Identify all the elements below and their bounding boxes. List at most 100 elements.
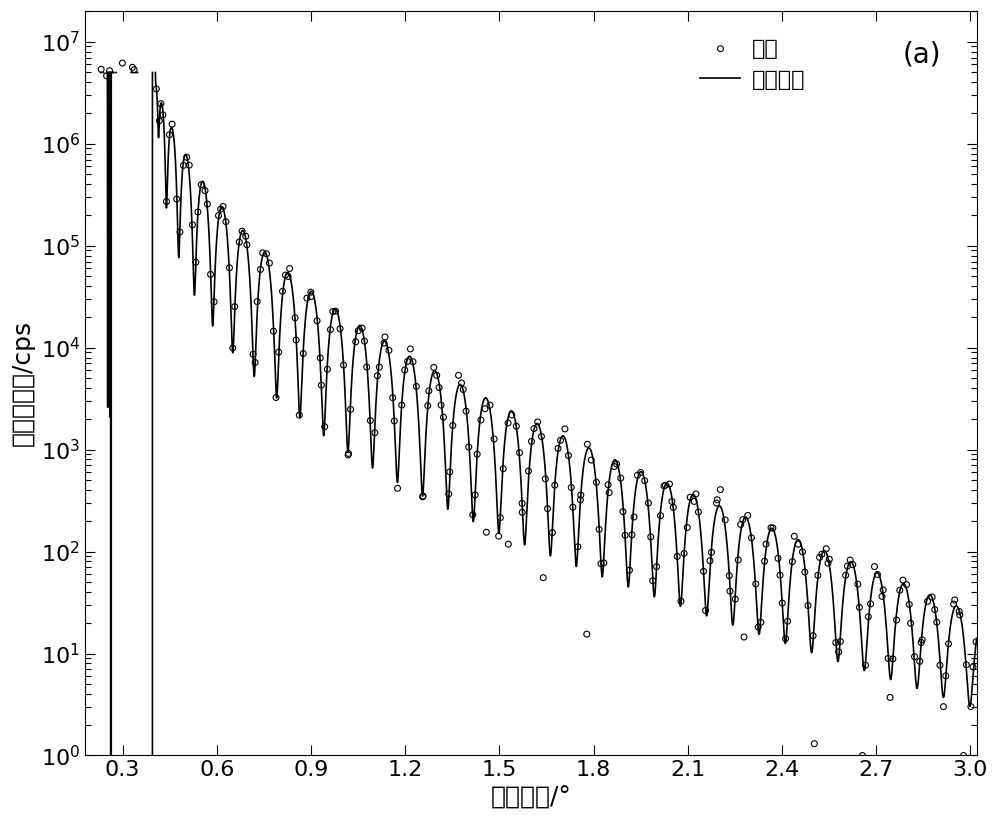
实验 bbox=[225, 342, 241, 355]
实验 bbox=[621, 563, 637, 576]
实验 bbox=[184, 218, 200, 232]
实验 bbox=[606, 460, 622, 473]
Text: (a): (a) bbox=[902, 41, 941, 69]
实验 bbox=[465, 508, 481, 521]
实验 bbox=[927, 603, 943, 616]
实验 bbox=[473, 414, 489, 427]
实验 bbox=[477, 402, 493, 415]
实验 bbox=[255, 246, 271, 259]
实验 bbox=[615, 505, 631, 518]
实验 bbox=[669, 550, 685, 563]
实验 bbox=[579, 627, 595, 640]
理论计算 bbox=[953, 606, 965, 616]
实验 bbox=[193, 178, 209, 191]
实验 bbox=[451, 369, 467, 382]
实验 bbox=[504, 409, 520, 422]
实验 bbox=[880, 652, 896, 665]
实验 bbox=[938, 669, 954, 682]
实验 bbox=[784, 555, 800, 568]
实验 bbox=[340, 448, 356, 461]
实验 bbox=[860, 610, 876, 623]
实验 bbox=[190, 205, 206, 218]
实验 bbox=[812, 551, 828, 564]
实验 bbox=[735, 513, 751, 526]
实验 bbox=[523, 435, 539, 448]
实验 bbox=[588, 475, 604, 488]
实验 bbox=[858, 658, 874, 672]
实验 bbox=[93, 62, 109, 76]
理论计算 bbox=[857, 662, 869, 672]
实验 bbox=[218, 215, 234, 228]
实验 bbox=[402, 342, 418, 355]
实验 bbox=[265, 324, 281, 337]
实验 bbox=[461, 440, 477, 453]
实验 bbox=[875, 584, 891, 597]
实验 bbox=[753, 616, 769, 629]
实验 bbox=[626, 511, 642, 524]
实验 bbox=[287, 311, 303, 324]
实验 bbox=[247, 356, 263, 369]
实验 bbox=[673, 594, 689, 608]
实验 bbox=[645, 574, 661, 587]
实验 bbox=[882, 691, 898, 704]
实验 bbox=[114, 57, 130, 70]
实验 bbox=[550, 442, 566, 455]
实验 bbox=[397, 364, 413, 377]
实验 bbox=[629, 469, 645, 482]
实验 bbox=[445, 419, 461, 432]
实验 bbox=[371, 360, 387, 374]
实验 bbox=[239, 238, 255, 251]
实验 bbox=[164, 117, 180, 131]
实验 bbox=[537, 472, 553, 485]
实验 bbox=[758, 538, 774, 551]
实验 bbox=[169, 192, 185, 205]
实验 bbox=[757, 555, 773, 568]
实验 bbox=[299, 291, 315, 305]
实验 bbox=[929, 616, 945, 629]
实验 bbox=[303, 286, 319, 299]
实验 bbox=[593, 557, 609, 571]
实验 bbox=[727, 593, 743, 606]
实验 bbox=[377, 330, 393, 343]
理论计算 bbox=[461, 416, 473, 426]
实验 bbox=[394, 398, 410, 411]
实验 bbox=[512, 446, 528, 459]
实验 bbox=[661, 478, 677, 491]
实验 bbox=[763, 521, 779, 534]
实验 bbox=[845, 558, 861, 571]
实验 bbox=[832, 635, 848, 648]
实验 bbox=[317, 420, 333, 433]
实验 bbox=[790, 538, 806, 551]
实验 bbox=[874, 589, 890, 603]
实验 bbox=[415, 489, 431, 502]
实验 bbox=[907, 650, 923, 663]
实验 bbox=[415, 490, 431, 503]
实验 bbox=[952, 608, 968, 621]
理论计算 bbox=[971, 633, 983, 643]
实验 bbox=[181, 158, 197, 172]
实验 bbox=[274, 285, 290, 298]
X-axis label: 掠入射角/°: 掠入射角/° bbox=[490, 786, 571, 810]
实验 bbox=[280, 270, 296, 283]
实验 bbox=[295, 347, 311, 360]
实验 bbox=[313, 378, 329, 392]
理论计算 bbox=[423, 391, 435, 401]
实验 bbox=[613, 471, 629, 484]
实验 bbox=[155, 108, 171, 122]
实验 bbox=[309, 314, 325, 328]
实验 bbox=[821, 553, 837, 566]
实验 bbox=[126, 63, 142, 76]
实验 bbox=[637, 474, 653, 487]
实验 bbox=[348, 335, 364, 348]
实验 bbox=[854, 749, 870, 762]
实验 bbox=[895, 574, 911, 587]
实验 bbox=[213, 203, 229, 216]
实验 bbox=[421, 384, 437, 397]
实验 bbox=[633, 466, 649, 479]
实验 bbox=[657, 479, 673, 492]
实验 bbox=[359, 360, 375, 374]
实验 bbox=[649, 560, 665, 573]
实验 bbox=[786, 530, 802, 543]
实验 bbox=[863, 598, 879, 611]
实验 bbox=[215, 200, 231, 213]
